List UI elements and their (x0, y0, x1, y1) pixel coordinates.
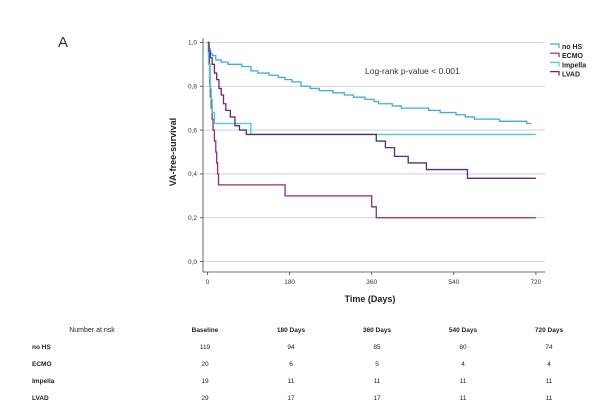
risk-table-header-row: Number at risk Baseline 180 Days 360 Day… (22, 322, 592, 339)
y-tick-label: 1,0 (188, 40, 197, 47)
series-lines (207, 41, 536, 219)
km-curve-lvad (207, 41, 536, 179)
km-curve-impella (207, 41, 536, 136)
risk-cell: 5 (375, 361, 379, 368)
legend-swatch (550, 52, 560, 58)
legend-swatch (550, 61, 560, 67)
x-tick-label: 180 (284, 279, 295, 286)
risk-header-720: 720 Days (534, 327, 564, 334)
risk-cell: 4 (461, 361, 465, 368)
risk-row-lvad: LVAD 29 17 17 11 11 (22, 390, 592, 407)
risk-row-label: ECMO (32, 361, 52, 368)
legend-label: Impella (562, 62, 586, 69)
legend-label: ECMO (562, 53, 584, 60)
y-axis-label: VA-free-survival (168, 118, 178, 186)
legend-label: no HS (562, 44, 583, 51)
legend-swatch (550, 71, 560, 76)
risk-cell: 119 (199, 344, 211, 351)
risk-header-360: 360 Days (362, 327, 392, 334)
risk-cell: 74 (545, 344, 553, 351)
risk-row-label: LVAD (32, 395, 49, 402)
legend-label: LVAD (562, 72, 580, 79)
x-tick-label: 360 (366, 279, 377, 286)
risk-cell: 6 (289, 361, 293, 368)
risk-cell: 11 (545, 378, 553, 385)
axes: 0,0 0,2 0,4 0,6 0,8 1,0 0 180 360 540 720 (188, 38, 545, 286)
y-tick-label: 0,4 (188, 171, 197, 178)
risk-row-ecmo: ECMO 20 6 5 4 4 (22, 356, 592, 373)
risk-header-540: 540 Days (448, 327, 478, 334)
risk-cell: 11 (287, 378, 295, 385)
y-tick-label: 0,2 (188, 215, 197, 222)
risk-cell: 19 (201, 378, 209, 385)
logrank-annotation: Log-rank p-value < 0.001 (365, 66, 460, 76)
legend-swatch (550, 43, 560, 48)
risk-cell: 20 (201, 361, 209, 368)
risk-cell: 11 (459, 395, 467, 402)
panel-letter: A (58, 34, 69, 51)
y-tick-label: 0,0 (188, 259, 197, 266)
risk-cell: 85 (373, 344, 381, 351)
risk-table-title: Number at risk (69, 327, 115, 334)
risk-cell: 94 (287, 344, 295, 351)
risk-cell: 11 (459, 378, 467, 385)
y-tick-label: 0,8 (188, 83, 197, 90)
x-axis-label: Time (Days) (345, 294, 396, 304)
number-at-risk-table: Number at risk Baseline 180 Days 360 Day… (22, 322, 592, 407)
risk-cell: 29 (201, 395, 209, 402)
risk-cell: 17 (287, 395, 295, 402)
km-curve-no-hs (207, 41, 532, 125)
x-tick-label: 540 (448, 279, 459, 286)
x-tick-label: 0 (206, 279, 210, 286)
risk-cell: 11 (373, 378, 381, 385)
risk-row-label: no HS (32, 344, 51, 351)
risk-row-label: Impella (32, 378, 55, 385)
risk-header-baseline: Baseline (191, 327, 219, 334)
risk-header-180: 180 Days (276, 327, 306, 334)
risk-cell: 80 (459, 344, 467, 351)
x-tick-label: 720 (530, 279, 541, 286)
risk-row-impella: Impella 19 11 11 11 11 (22, 373, 592, 390)
legend: no HS ECMO Impella LVAD (550, 43, 586, 79)
risk-row-no-hs: no HS 119 94 85 80 74 (22, 339, 592, 356)
risk-cell: 11 (545, 395, 553, 402)
risk-cell: 4 (547, 361, 551, 368)
risk-cell: 17 (373, 395, 381, 402)
y-tick-label: 0,6 (188, 127, 197, 134)
survival-chart: 0,0 0,2 0,4 0,6 0,8 1,0 0 180 360 540 720 no HS ECM… (168, 38, 586, 304)
